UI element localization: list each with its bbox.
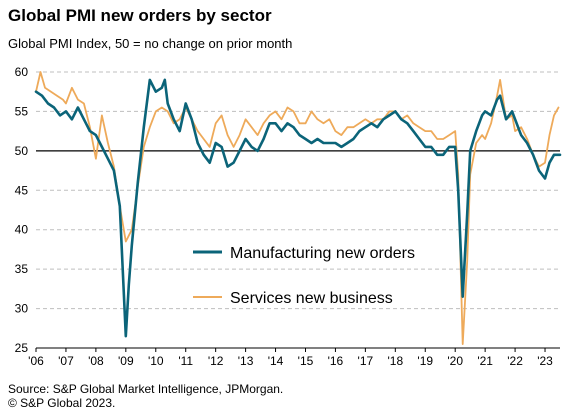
x-tick-label: '06 xyxy=(28,354,44,368)
x-tick-label: '22 xyxy=(507,354,523,368)
x-tick-label: '13 xyxy=(238,354,254,368)
x-tick-label: '07 xyxy=(58,354,74,368)
x-tick-label: '15 xyxy=(298,354,314,368)
y-axis-ticks: 25 30 35 40 45 50 55 60 xyxy=(15,65,29,355)
x-tick-label: '17 xyxy=(358,354,374,368)
x-tick-label: '11 xyxy=(178,354,193,368)
x-tick-label: '21 xyxy=(477,354,493,368)
series-services-line xyxy=(35,71,560,345)
x-tick-label: '19 xyxy=(417,354,433,368)
source-note: Source: S&P Global Market Intelligence, … xyxy=(8,382,283,410)
x-tick-label: '23 xyxy=(537,354,553,368)
x-tick-label: '09 xyxy=(118,354,134,368)
y-tick-label: 60 xyxy=(15,65,29,79)
y-tick-label: 35 xyxy=(15,262,29,276)
x-tick-label: '14 xyxy=(268,354,284,368)
copyright-text: © S&P Global 2023. xyxy=(8,396,116,410)
x-tick-label: '16 xyxy=(328,354,344,368)
legend-label-services: Services new business xyxy=(230,290,393,307)
y-tick-label: 30 xyxy=(15,302,29,316)
x-tick-label: '12 xyxy=(208,354,224,368)
y-tick-label: 40 xyxy=(15,223,29,237)
source-text: Source: S&P Global Market Intelligence, … xyxy=(8,382,284,396)
x-axis-ticks: '06 '07 '08 '09 '10 '11 '12 '13 '14 '15 '16 '17 '18 '… xyxy=(28,347,560,368)
series-lines xyxy=(34,71,562,345)
legend-label-manufacturing: Manufacturing new orders xyxy=(230,245,415,262)
y-tick-label: 45 xyxy=(15,183,29,197)
y-tick-label: 25 xyxy=(15,341,29,355)
legend: Manufacturing new orders Services new bus… xyxy=(193,245,415,307)
series-manufacturing-line xyxy=(34,78,562,338)
y-tick-label: 50 xyxy=(15,144,29,158)
chart-subtitle: Global PMI Index, 50 = no change on prio… xyxy=(8,36,293,51)
x-tick-label: '10 xyxy=(148,354,164,368)
x-tick-label: '20 xyxy=(447,354,463,368)
y-tick-label: 55 xyxy=(15,104,29,118)
x-tick-label: '08 xyxy=(88,354,104,368)
x-tick-label: '18 xyxy=(387,354,403,368)
chart-title: Global PMI new orders by sector xyxy=(8,6,272,25)
